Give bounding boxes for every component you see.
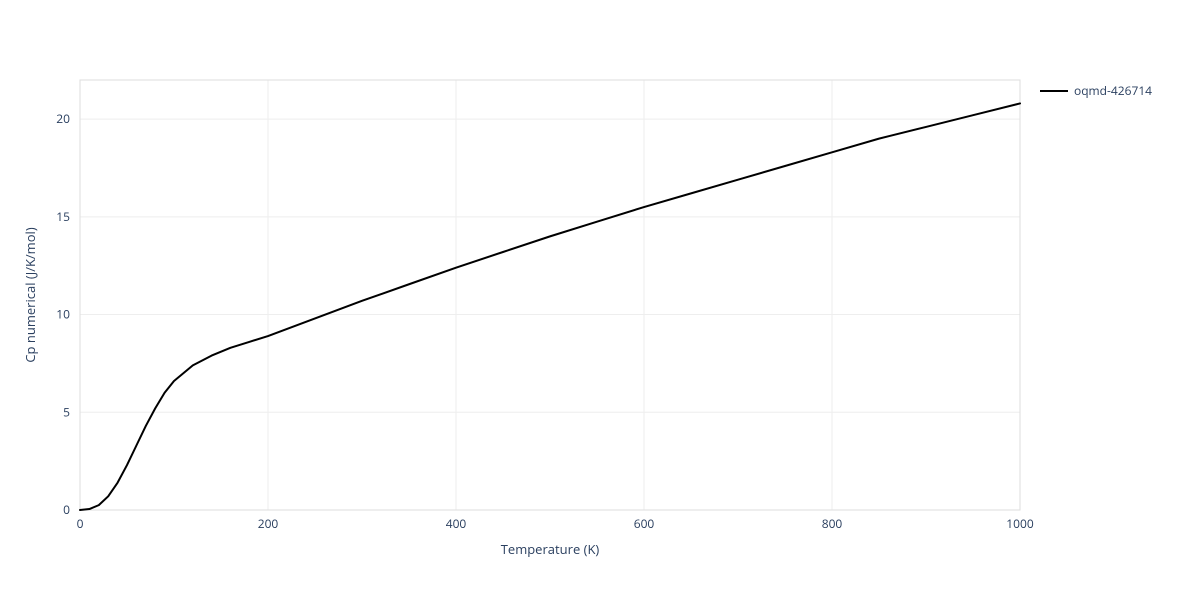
- svg-text:600: 600: [634, 515, 655, 532]
- svg-text:15: 15: [56, 208, 70, 225]
- legend[interactable]: oqmd-426714: [1040, 82, 1152, 99]
- svg-text:Cp numerical (J/K/mol): Cp numerical (J/K/mol): [21, 227, 39, 362]
- legend-label: oqmd-426714: [1074, 82, 1152, 99]
- svg-text:200: 200: [258, 515, 279, 532]
- svg-text:5: 5: [63, 403, 70, 420]
- svg-text:10: 10: [56, 306, 70, 323]
- svg-text:20: 20: [56, 110, 70, 127]
- legend-line: [1040, 90, 1068, 92]
- svg-text:Temperature (K): Temperature (K): [501, 540, 600, 558]
- chart-plot: 0 200 400 600 800 1000 0 5 10 15 20 Temperature (K)…: [0, 0, 1200, 600]
- svg-text:800: 800: [822, 515, 843, 532]
- svg-text:400: 400: [446, 515, 467, 532]
- svg-text:0: 0: [63, 501, 70, 518]
- svg-text:1000: 1000: [1006, 515, 1034, 532]
- svg-text:0: 0: [77, 515, 84, 532]
